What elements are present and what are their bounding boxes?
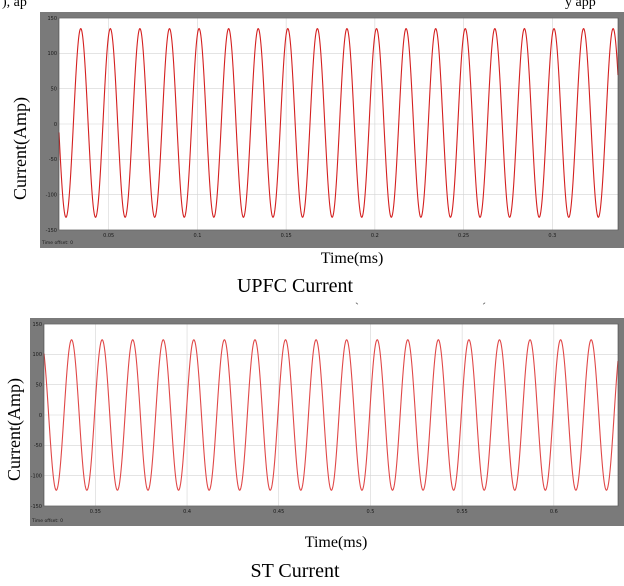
x-tick-label: 0.55 — [457, 509, 468, 515]
y-tick-label: -50 — [49, 157, 57, 163]
y-tick-label: 100 — [32, 352, 42, 358]
y-tick-label: -100 — [46, 192, 57, 198]
stray-mark: ` — [355, 300, 359, 314]
x-tick-label: 0.45 — [273, 509, 284, 515]
x-tick-label: 0.15 — [281, 233, 292, 239]
time-offset-label: Time offset: 0 — [41, 240, 73, 246]
y-tick-label: 50 — [51, 86, 57, 92]
x-tick-label: 0.5 — [366, 509, 374, 515]
cropped-text-right: y app — [565, 0, 596, 10]
stray-mark: ´ — [482, 300, 486, 314]
cropped-text-left: ), ap — [2, 0, 27, 10]
chart-caption: UPFC Current — [236, 275, 354, 297]
x-axis-label: Time(ms) — [304, 534, 368, 551]
y-tick-label: 50 — [36, 382, 42, 388]
y-tick-label: 150 — [32, 322, 42, 328]
y-tick-label: 150 — [47, 16, 57, 22]
plot-border — [43, 323, 619, 507]
y-tick-label: -150 — [31, 504, 42, 510]
x-tick-label: 0.25 — [458, 233, 469, 239]
x-tick-label: 0.3 — [548, 233, 556, 239]
scope-plot-frame: 150 100 50 0 -50 -100 -150 0.05 0.1 0.15 0.2 0.25 0.… — [40, 12, 624, 248]
time-offset-label: Time offset: 0 — [31, 518, 63, 524]
y-tick-label: 0 — [54, 122, 57, 128]
x-axis-label: Time(ms) — [320, 250, 384, 267]
y-tick-label: -150 — [46, 228, 57, 234]
x-tick-label: 0.6 — [550, 509, 558, 515]
x-tick-label: 0.35 — [90, 509, 101, 515]
x-tick-label: 0.2 — [371, 233, 379, 239]
y-axis-label: Current(Amp) — [10, 97, 30, 200]
y-tick-label: -50 — [34, 443, 42, 449]
y-tick-label: 100 — [47, 51, 57, 57]
current-waveform — [43, 339, 619, 491]
y-tick-label: 0 — [39, 413, 42, 419]
chart-caption: ST Current — [250, 560, 340, 582]
cropped-header-text: ), ap y app — [0, 0, 624, 12]
x-tick-label: 0.05 — [103, 233, 114, 239]
chart-svg: 150 100 50 0 -50 -100 -150 0.05 0.1 0.15 0.2 0.25 0.… — [41, 16, 619, 246]
current-waveform — [58, 27, 619, 218]
x-tick-label: 0.4 — [183, 509, 191, 515]
y-axis-label: Current(Amp) — [4, 378, 24, 481]
plot-border — [58, 17, 619, 231]
y-tick-label: -100 — [31, 473, 42, 479]
scope-plot-frame: 150 100 50 0 -50 -100 -150 0.35 0.4 0.45 0.5 0.55 0.… — [30, 318, 624, 526]
chart-svg: 150 100 50 0 -50 -100 -150 0.35 0.4 0.45 0.5 0.55 0.… — [31, 322, 619, 524]
x-tick-label: 0.1 — [193, 233, 201, 239]
